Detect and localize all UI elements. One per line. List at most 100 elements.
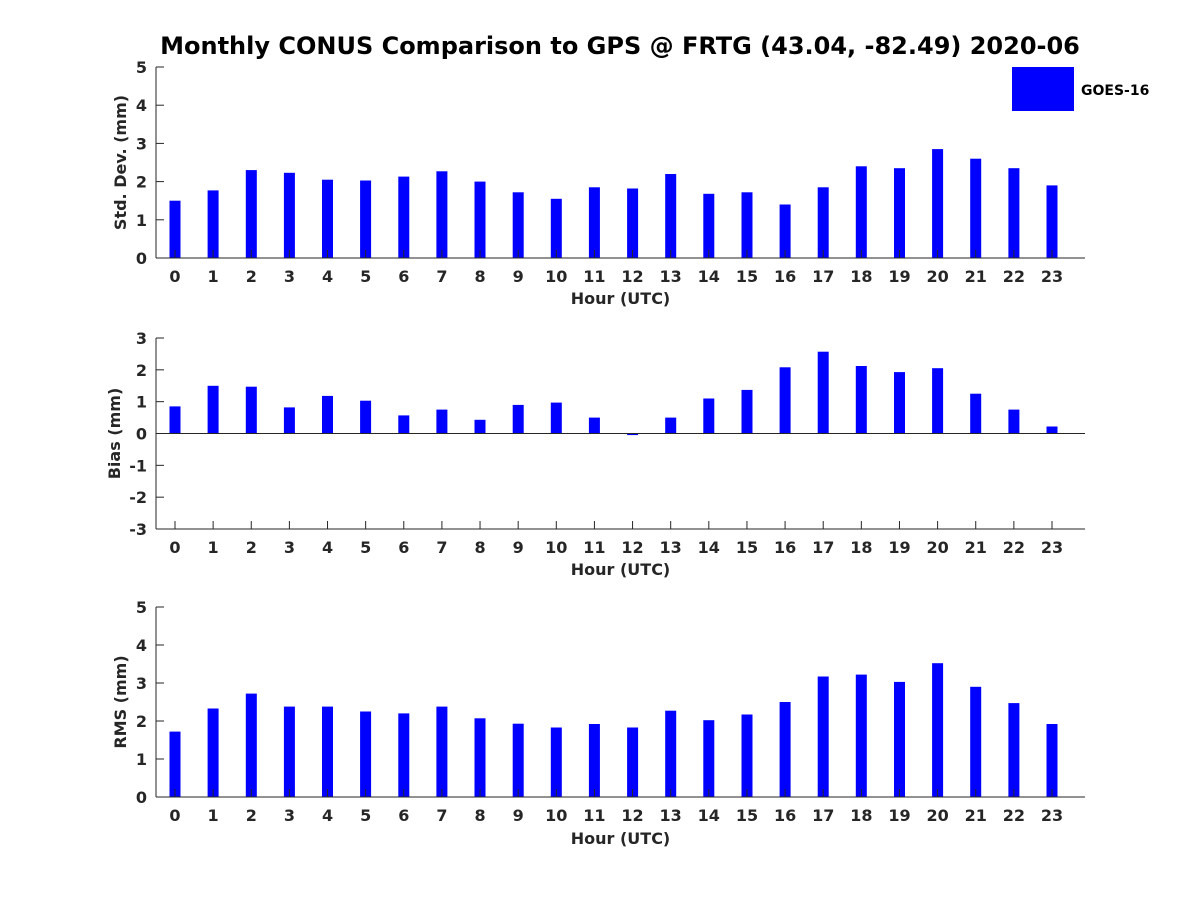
x-tick-label: 21	[965, 806, 987, 825]
bar-0-hour-12	[627, 188, 639, 258]
x-tick-label: 22	[1003, 267, 1025, 286]
y-tick-label: 4	[136, 636, 147, 655]
bar-1-hour-23	[1046, 426, 1058, 434]
bar-0-hour-2	[245, 170, 257, 258]
x-tick-label: 8	[474, 538, 485, 557]
bar-1-hour-16	[779, 367, 791, 434]
x-tick-label: 14	[698, 267, 720, 286]
y-axis-label: Std. Dev. (mm)	[111, 95, 130, 230]
bar-2-hour-2	[245, 693, 257, 797]
x-axis-label: Hour (UTC)	[571, 829, 671, 848]
bar-0-hour-18	[855, 166, 867, 258]
y-tick-label: -2	[129, 488, 147, 507]
bar-1-hour-20	[932, 368, 944, 434]
legend-label: GOES-16	[1081, 83, 1149, 99]
x-tick-label: 1	[208, 806, 219, 825]
x-tick-label: 4	[322, 806, 333, 825]
bar-1-hour-13	[665, 417, 677, 434]
x-tick-label: 18	[850, 806, 872, 825]
bar-1-hour-17	[817, 351, 829, 434]
y-tick-label: 5	[136, 58, 147, 77]
bar-1-hour-21	[970, 393, 982, 434]
bar-2-hour-13	[665, 710, 677, 797]
bar-0-hour-20	[932, 149, 944, 258]
x-tick-label: 18	[850, 538, 872, 557]
x-tick-label: 10	[545, 806, 567, 825]
y-tick-label: 1	[136, 393, 147, 412]
x-tick-label: 20	[926, 806, 948, 825]
y-tick-label: 3	[136, 329, 147, 348]
x-tick-label: 4	[322, 267, 333, 286]
legend: GOES-16	[1012, 67, 1149, 111]
y-tick-label: 2	[136, 712, 147, 731]
bar-1-hour-12	[627, 433, 639, 436]
y-tick-label: 1	[136, 211, 147, 230]
x-tick-label: 21	[965, 538, 987, 557]
x-tick-label: 0	[169, 806, 180, 825]
bar-0-hour-19	[894, 168, 905, 258]
bar-1-hour-6	[398, 415, 410, 434]
bar-1-hour-10	[550, 402, 562, 434]
y-tick-label: 4	[136, 96, 147, 115]
x-tick-label: 2	[246, 538, 257, 557]
bar-1-hour-1	[207, 385, 219, 434]
bar-1-hour-14	[703, 398, 715, 434]
x-tick-label: 17	[812, 806, 834, 825]
x-tick-label: 10	[545, 538, 567, 557]
x-tick-label: 7	[436, 267, 447, 286]
bar-0-hour-10	[550, 198, 562, 258]
bar-1-hour-18	[855, 366, 867, 434]
x-tick-label: 19	[888, 267, 910, 286]
x-tick-label: 0	[169, 267, 180, 286]
bar-2-hour-14	[703, 720, 715, 797]
bar-2-hour-11	[588, 724, 600, 797]
x-tick-label: 5	[360, 806, 371, 825]
x-tick-label: 19	[888, 538, 910, 557]
x-tick-label: 17	[812, 538, 834, 557]
x-tick-label: 15	[736, 267, 758, 286]
x-tick-label: 12	[621, 538, 643, 557]
bar-1-hour-19	[894, 372, 905, 434]
x-tick-label: 15	[736, 806, 758, 825]
x-tick-label: 3	[284, 538, 295, 557]
bar-0-hour-11	[588, 187, 600, 258]
bar-2-hour-17	[817, 676, 829, 797]
x-tick-label: 17	[812, 267, 834, 286]
bar-2-hour-23	[1046, 724, 1058, 797]
bar-0-hour-1	[207, 190, 219, 258]
bar-2-hour-4	[322, 706, 333, 797]
x-tick-label: 11	[583, 267, 605, 286]
bar-1-hour-11	[588, 417, 600, 434]
x-tick-label: 23	[1041, 806, 1063, 825]
x-tick-label: 21	[965, 267, 987, 286]
bar-2-hour-1	[207, 708, 219, 797]
x-tick-label: 14	[698, 538, 720, 557]
y-tick-label: 0	[136, 425, 147, 444]
bar-0-hour-17	[817, 187, 829, 258]
y-tick-label: 3	[136, 134, 147, 153]
bar-0-hour-5	[360, 180, 372, 258]
bar-2-hour-9	[512, 723, 524, 797]
y-tick-label: 2	[136, 173, 147, 192]
x-axis-label: Hour (UTC)	[571, 289, 671, 308]
x-tick-label: 13	[660, 267, 682, 286]
x-tick-label: 13	[660, 806, 682, 825]
bar-2-hour-16	[779, 702, 791, 797]
x-tick-label: 2	[246, 267, 257, 286]
bar-0-hour-6	[398, 176, 410, 258]
bar-0-hour-14	[703, 193, 715, 258]
bar-1-hour-5	[360, 400, 372, 434]
x-tick-label: 15	[736, 538, 758, 557]
x-tick-label: 12	[621, 267, 643, 286]
x-tick-label: 8	[474, 806, 485, 825]
bar-0-hour-22	[1008, 168, 1020, 258]
bar-0-hour-23	[1046, 185, 1058, 258]
x-tick-label: 10	[545, 267, 567, 286]
bar-1-hour-4	[322, 395, 333, 434]
x-tick-label: 9	[513, 806, 524, 825]
bar-0-hour-15	[741, 192, 753, 258]
